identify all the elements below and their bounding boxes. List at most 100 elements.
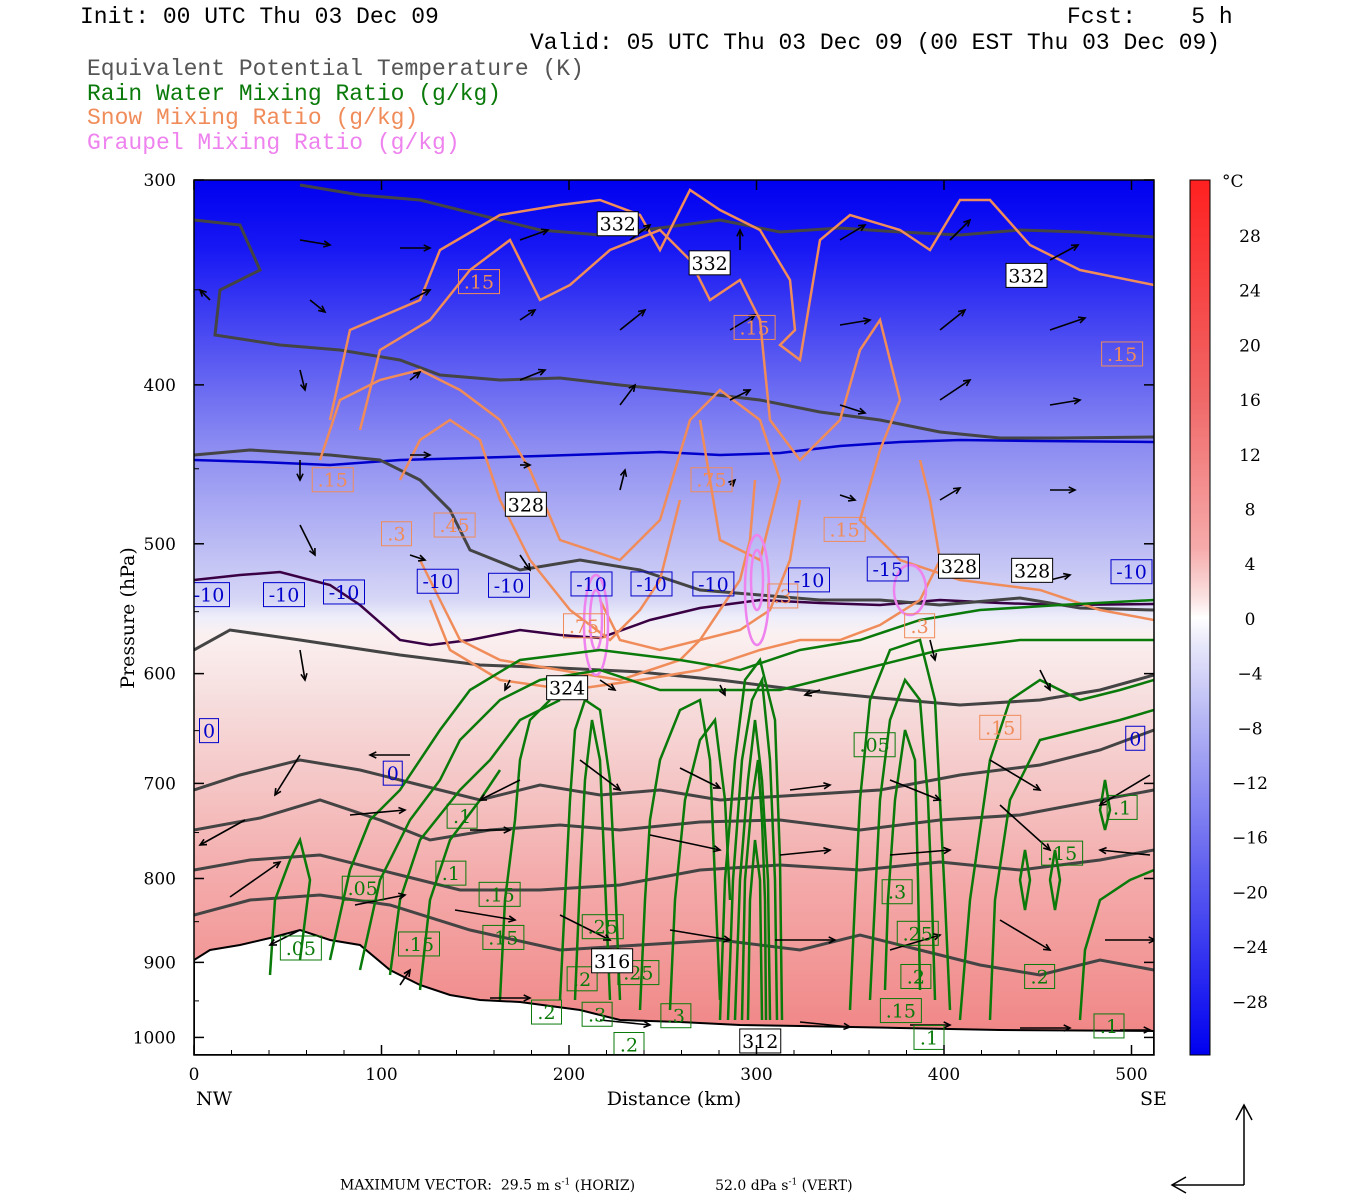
wind-vector-head bbox=[504, 682, 512, 692]
contour-label-box bbox=[1011, 557, 1054, 583]
contour-label: 328 bbox=[508, 494, 544, 516]
wind-vector-head bbox=[952, 487, 962, 495]
colorbar-tick-label: −24 bbox=[1232, 938, 1268, 958]
contour-label-box bbox=[904, 613, 936, 639]
wind-vector-shaft bbox=[519, 554, 531, 571]
contour-label: .2 bbox=[620, 1035, 638, 1057]
contour-label: .3 bbox=[387, 524, 405, 546]
wind-vector-head bbox=[398, 806, 407, 815]
wind-vector-head bbox=[198, 288, 207, 297]
contour-label: -10 bbox=[576, 574, 607, 596]
max-vert-unit: -1 (VERT) bbox=[788, 1177, 853, 1194]
terrain bbox=[194, 928, 1154, 1055]
contour-label-box bbox=[767, 583, 799, 609]
wind-vector-head bbox=[602, 933, 612, 941]
isotherm-0c bbox=[194, 570, 1154, 647]
wind-vector-head bbox=[1098, 798, 1108, 806]
wind-vector-shaft bbox=[839, 494, 856, 501]
colorbar-tick-label: 8 bbox=[1245, 501, 1256, 521]
wind-vector-head bbox=[932, 794, 942, 802]
wind-vector-head bbox=[823, 846, 832, 855]
contour-label-box bbox=[733, 314, 776, 340]
wind-vector-shaft bbox=[619, 384, 636, 406]
contour-label: 324 bbox=[549, 678, 585, 700]
wind-vector-head bbox=[423, 244, 432, 252]
contour-label: -15 bbox=[872, 559, 903, 581]
contour-label-box bbox=[1106, 794, 1138, 820]
contour-label: 328 bbox=[941, 556, 977, 578]
wind-vector-head bbox=[478, 793, 488, 801]
contour-label: .2 bbox=[573, 969, 591, 991]
x-tick-label: 0 bbox=[189, 1065, 200, 1085]
contour-label: 332 bbox=[691, 253, 727, 275]
y-axis-label: Pressure (hPa) bbox=[117, 547, 139, 689]
colorbar-tick-label: −12 bbox=[1232, 774, 1268, 794]
contour-label: .3 bbox=[888, 882, 906, 904]
wind-vector-shaft bbox=[399, 969, 411, 986]
wind-vector-head bbox=[857, 224, 867, 232]
y-tick-label: 400 bbox=[144, 376, 176, 396]
wind-vector-head bbox=[523, 994, 532, 1002]
contour-label: .3 bbox=[667, 1006, 685, 1028]
y-tick-label: 600 bbox=[144, 665, 176, 685]
wind-vector-shaft bbox=[619, 469, 626, 491]
wind-vector-head bbox=[1068, 486, 1077, 494]
wind-vector-head bbox=[317, 305, 327, 314]
contour-label: -10 bbox=[494, 575, 525, 597]
contour-label: .3 bbox=[911, 616, 929, 638]
contour-label: .15 bbox=[886, 1001, 916, 1023]
wind-vector-head bbox=[523, 562, 532, 572]
wind-vector-shaft bbox=[989, 759, 1041, 791]
wind-vector-shaft bbox=[409, 371, 421, 381]
contour-label-box bbox=[546, 675, 589, 701]
wind-vector-shaft bbox=[519, 369, 546, 381]
wind-vector-head bbox=[1043, 682, 1051, 692]
contour-label: 0 bbox=[203, 721, 215, 743]
wind-vector-head bbox=[943, 846, 952, 855]
contour-label-box bbox=[382, 760, 403, 786]
contour-label-box bbox=[563, 613, 605, 639]
contour-label: .1 bbox=[442, 863, 460, 885]
wind-vectors bbox=[198, 218, 1154, 1034]
contour-label-box bbox=[692, 571, 735, 597]
contour-label-box bbox=[381, 521, 412, 547]
wind-vector-shaft bbox=[454, 909, 516, 921]
wind-vector-shaft bbox=[679, 767, 721, 789]
wind-vector-shaft bbox=[939, 379, 971, 401]
wind-vector-shaft bbox=[579, 759, 621, 791]
wind-vector-head bbox=[403, 968, 412, 978]
wind-vector-head bbox=[932, 933, 942, 941]
contour-label: .3 bbox=[774, 586, 792, 608]
wind-vector-head bbox=[1073, 397, 1082, 405]
wind-vector-shaft bbox=[939, 487, 961, 501]
isotherm-minus10c bbox=[194, 438, 1154, 467]
colorbar-tick-label: 12 bbox=[1239, 446, 1261, 466]
wind-vector-shaft bbox=[599, 679, 616, 691]
max-horiz-unit: m s-1 (HORIZ) bbox=[532, 1177, 636, 1194]
wind-vector-head bbox=[308, 547, 316, 557]
wind-vector-shaft bbox=[804, 689, 821, 696]
y-tick-label: 1000 bbox=[133, 1028, 176, 1048]
contour-label-box bbox=[630, 571, 673, 597]
y-tick-label: 700 bbox=[144, 774, 176, 794]
wind-vector-head bbox=[537, 368, 547, 376]
contour-label-box bbox=[596, 211, 639, 237]
wind-vector-shaft bbox=[274, 754, 301, 796]
contour-label-box bbox=[1110, 559, 1153, 585]
wind-vector-head bbox=[508, 915, 517, 923]
wind-vector-shaft bbox=[1049, 574, 1071, 581]
wind-vector-shaft bbox=[889, 779, 941, 801]
contour-label: -10 bbox=[794, 570, 825, 592]
nw-label: NW bbox=[196, 1088, 233, 1110]
contour-label-box bbox=[1005, 262, 1048, 288]
wind-vector-head bbox=[398, 892, 407, 900]
wind-vector-shaft bbox=[1049, 244, 1079, 261]
contour-label-box bbox=[1101, 341, 1144, 367]
wind-vector-shaft bbox=[719, 684, 726, 696]
wind-vector-shaft bbox=[409, 554, 426, 561]
wind-vector-head bbox=[728, 478, 737, 487]
colorbar-tick-label: 28 bbox=[1239, 227, 1261, 247]
contour-label: -10 bbox=[422, 571, 453, 593]
wind-vector-shaft bbox=[1049, 399, 1081, 406]
contour-label-box bbox=[416, 568, 459, 594]
